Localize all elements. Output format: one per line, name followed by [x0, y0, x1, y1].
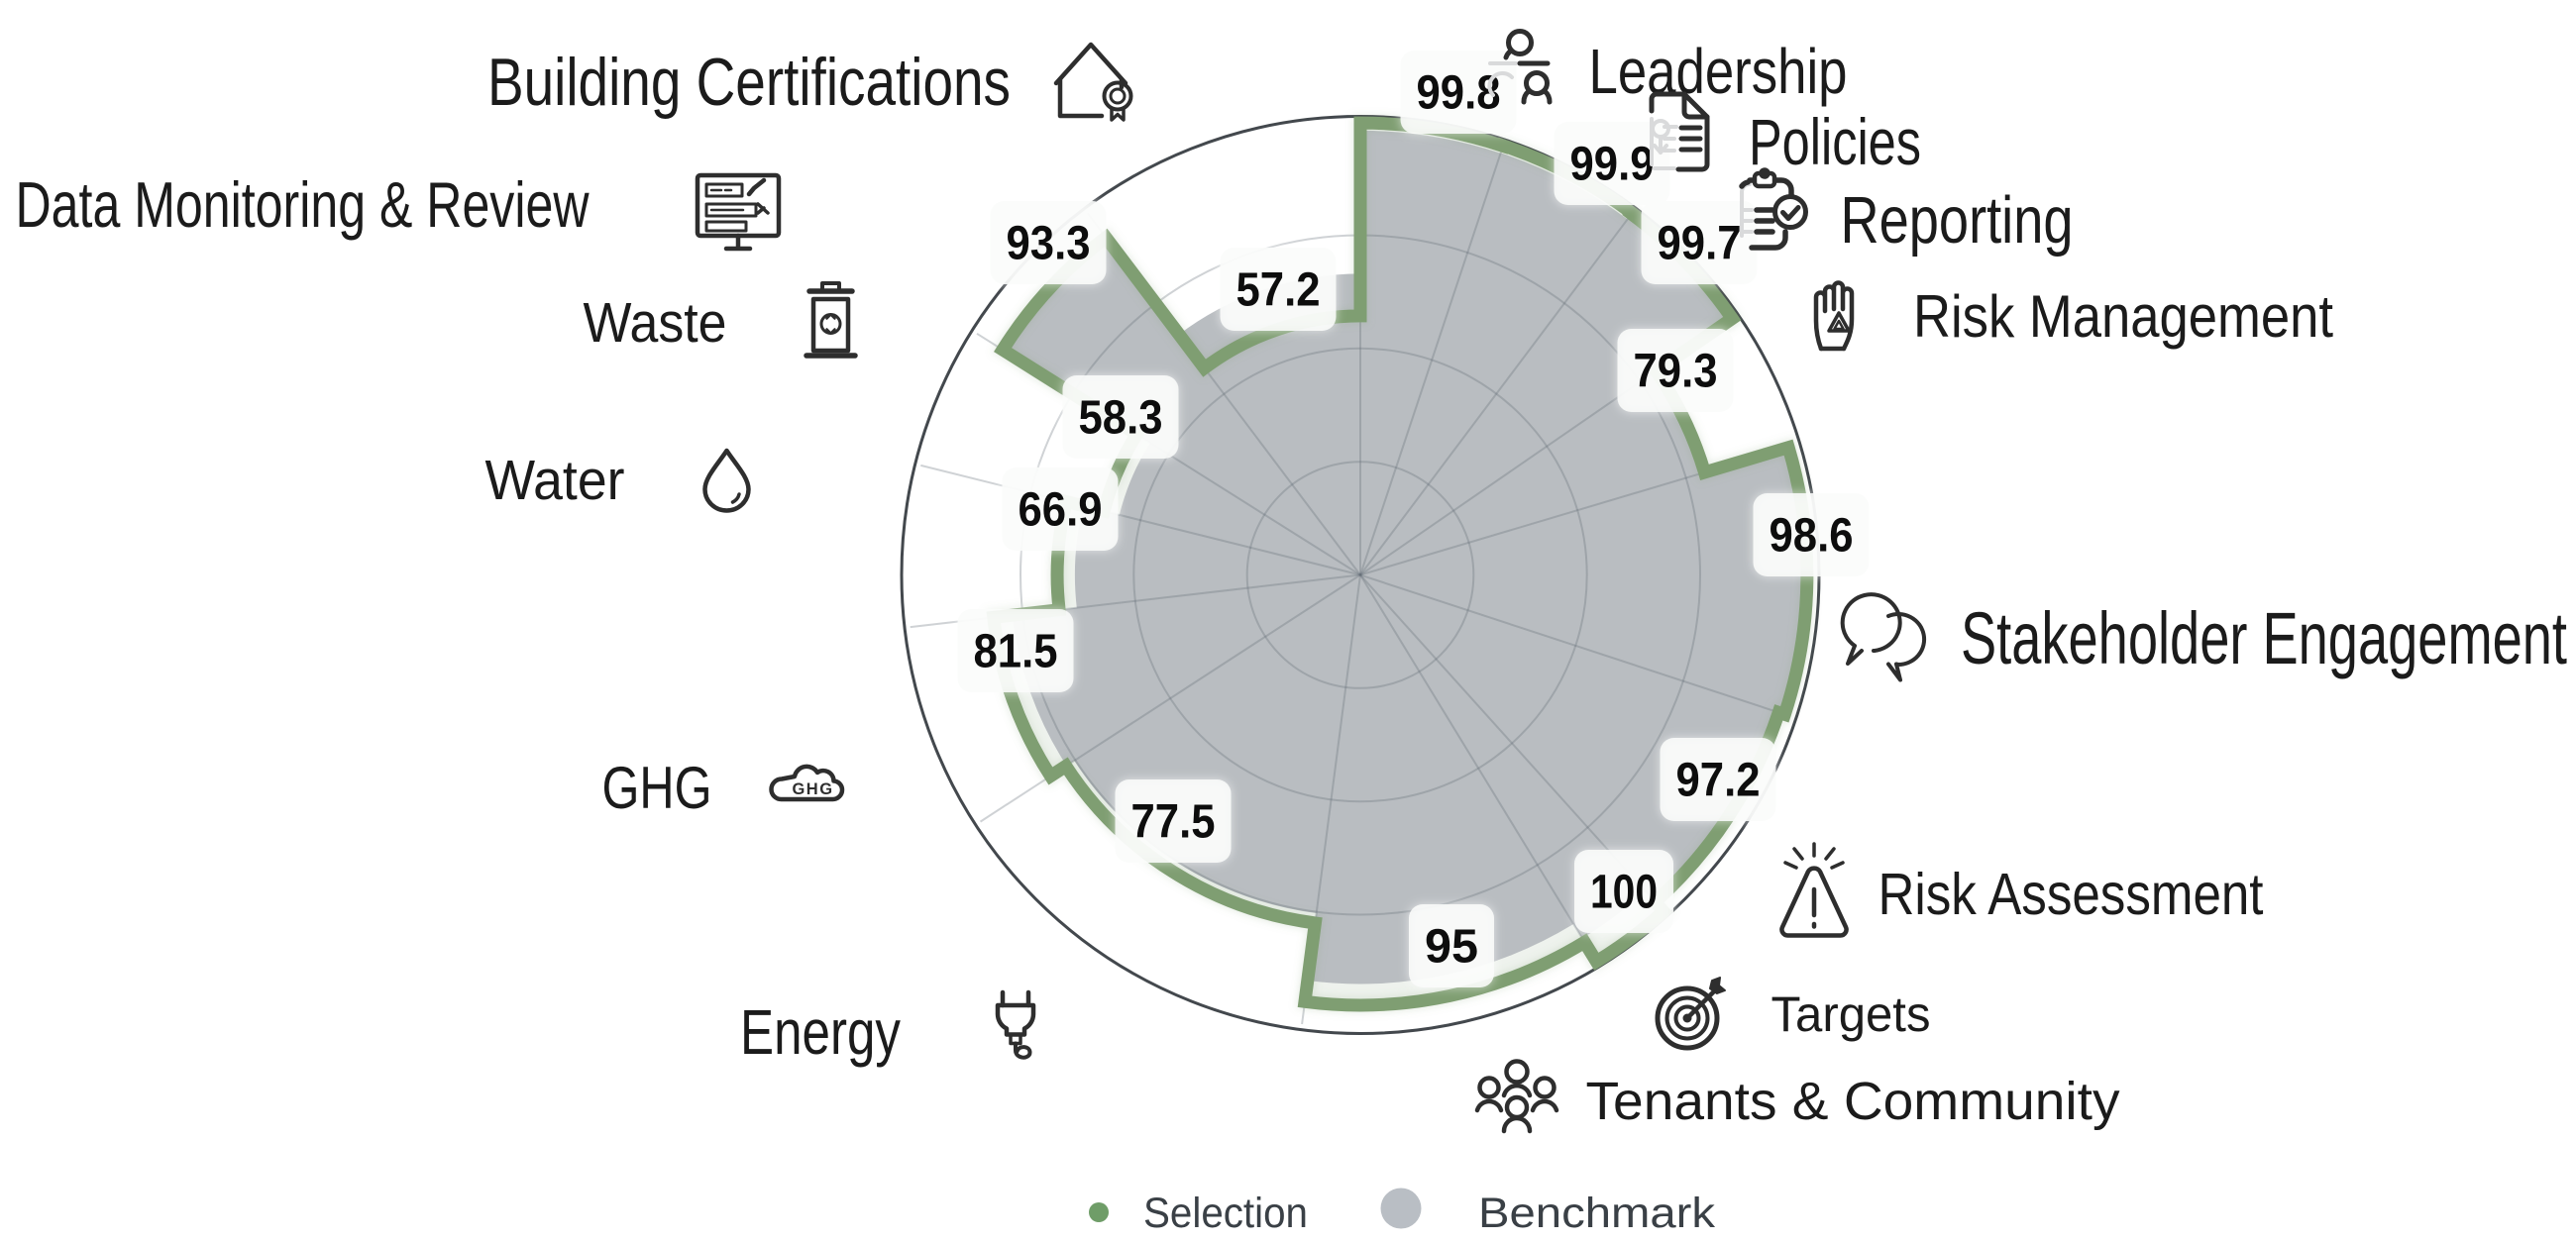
- svg-text:98.6: 98.6: [1770, 510, 1854, 563]
- svg-text:Leadership: Leadership: [1589, 36, 1848, 107]
- svg-text:Risk Management: Risk Management: [1913, 283, 2333, 350]
- svg-text:Waste: Waste: [584, 291, 727, 355]
- svg-text:Risk Assessment: Risk Assessment: [1878, 862, 2264, 927]
- svg-text:77.5: 77.5: [1131, 796, 1216, 849]
- svg-text:Policies: Policies: [1749, 105, 1921, 178]
- svg-text:95: 95: [1425, 921, 1478, 974]
- svg-text:99.9: 99.9: [1570, 139, 1655, 191]
- svg-text:99.8: 99.8: [1417, 67, 1501, 120]
- svg-text:Data Monitoring & Review: Data Monitoring & Review: [16, 168, 590, 241]
- svg-text:GHG: GHG: [792, 780, 833, 798]
- svg-text:97.2: 97.2: [1676, 755, 1761, 807]
- svg-text:Reporting: Reporting: [1841, 183, 2074, 258]
- svg-text:Selection: Selection: [1143, 1190, 1308, 1237]
- svg-text:57.2: 57.2: [1236, 264, 1321, 317]
- svg-text:Stakeholder Engagement: Stakeholder Engagement: [1961, 597, 2567, 679]
- svg-text:Tenants & Community: Tenants & Community: [1586, 1072, 2120, 1131]
- svg-text:Benchmark: Benchmark: [1478, 1190, 1716, 1237]
- svg-text:79.3: 79.3: [1634, 346, 1718, 398]
- svg-text:81.5: 81.5: [974, 626, 1058, 678]
- svg-text:58.3: 58.3: [1079, 392, 1163, 445]
- svg-text:GHG: GHG: [602, 755, 712, 821]
- svg-text:93.3: 93.3: [1007, 218, 1091, 270]
- svg-text:Targets: Targets: [1771, 986, 1931, 1042]
- svg-text:100: 100: [1590, 867, 1658, 919]
- svg-text:Building Certifications: Building Certifications: [487, 45, 1011, 120]
- svg-text:Water: Water: [485, 449, 625, 512]
- svg-text:99.7: 99.7: [1658, 218, 1742, 270]
- svg-text:66.9: 66.9: [1019, 484, 1103, 537]
- svg-text:Energy: Energy: [740, 996, 901, 1068]
